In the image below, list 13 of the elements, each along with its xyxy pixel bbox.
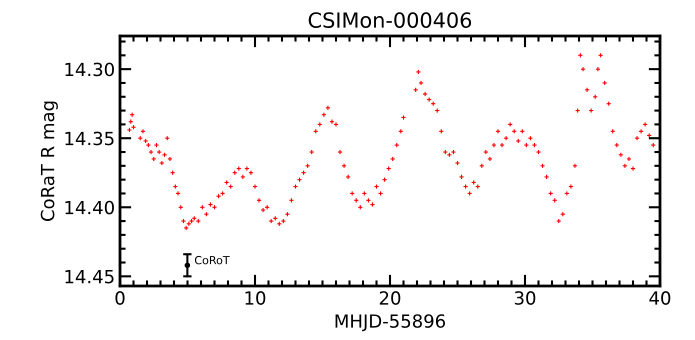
y-tick-label: 14.30 — [65, 62, 114, 76]
x-tick-label: 40 — [649, 291, 670, 305]
x-tick-label: 0 — [115, 291, 125, 305]
y-tick-label: 14.45 — [65, 270, 114, 284]
chart-title: CSIMon-000406 — [308, 12, 472, 28]
x-tick-label: 30 — [514, 291, 536, 305]
y-tick-label: 14.35 — [65, 132, 114, 146]
x-tick-label: 10 — [245, 291, 266, 305]
y-axis-title: CoRaT R mag — [40, 102, 58, 221]
x-tick-label: 20 — [380, 291, 400, 305]
series-label: CoRoT — [194, 256, 230, 264]
y-tick-label: 14.40 — [65, 200, 114, 214]
x-axis-title: MHJD-55896 — [336, 314, 446, 332]
